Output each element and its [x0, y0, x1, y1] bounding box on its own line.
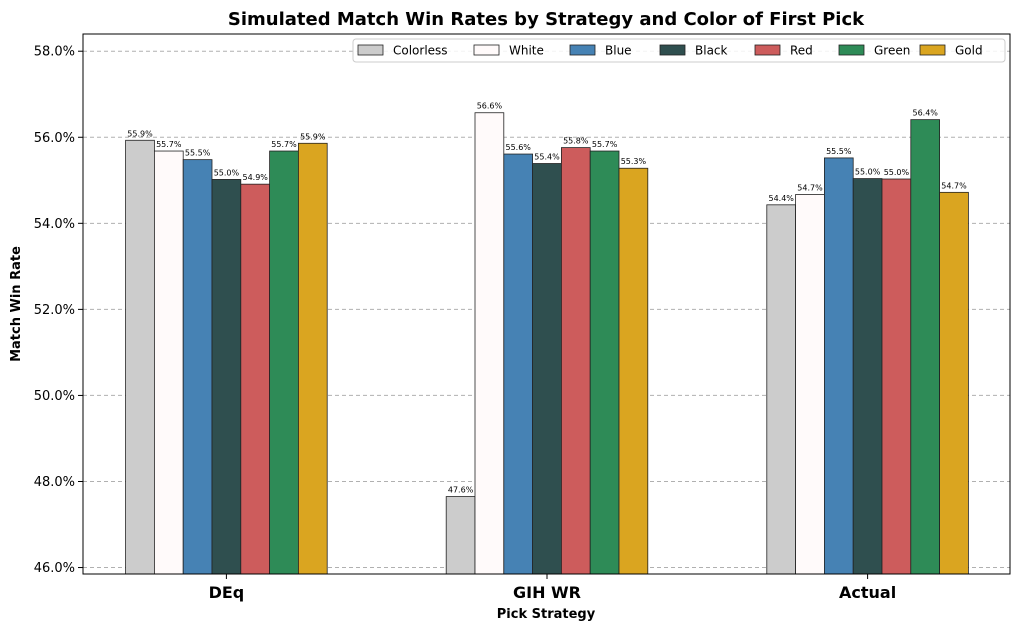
- data-label: 55.7%: [592, 140, 618, 149]
- y-axis-label: Match Win Rate: [9, 246, 24, 362]
- data-label: 55.0%: [214, 168, 240, 177]
- data-label: 56.4%: [912, 109, 938, 118]
- data-label: 55.5%: [185, 149, 211, 158]
- bar: [269, 150, 299, 575]
- legend-swatch: [569, 44, 596, 56]
- legend-label: Black: [695, 44, 728, 58]
- data-label: 55.0%: [884, 168, 910, 177]
- data-label: 55.0%: [855, 168, 881, 177]
- y-tick-label: 54.0%: [34, 217, 75, 232]
- bar: [474, 112, 505, 575]
- legend-swatch: [659, 44, 686, 56]
- x-axis-label: Pick Strategy: [497, 607, 596, 622]
- data-label: 55.9%: [127, 129, 153, 138]
- legend-swatch: [838, 44, 865, 56]
- data-label: 54.4%: [768, 194, 794, 203]
- y-tick-label: 50.0%: [34, 389, 75, 404]
- legend-swatch: [919, 44, 946, 56]
- y-tick-label: 56.0%: [34, 131, 75, 146]
- data-label: 55.6%: [505, 143, 531, 152]
- y-tick-label: 52.0%: [34, 303, 75, 318]
- bar: [910, 119, 940, 575]
- bar: [445, 496, 476, 575]
- x-tick-label: DEq: [209, 583, 245, 602]
- bar: [182, 159, 213, 575]
- data-label: 55.4%: [534, 153, 560, 162]
- data-label: 54.7%: [797, 183, 823, 192]
- bar: [795, 194, 825, 575]
- legend-label: Gold: [955, 44, 983, 58]
- bar: [618, 167, 649, 575]
- bar: [589, 150, 620, 575]
- bar: [125, 139, 155, 575]
- data-label: 56.6%: [477, 102, 503, 111]
- data-label: 47.6%: [448, 486, 474, 495]
- y-tick-label: 58.0%: [34, 45, 75, 60]
- bars-group: 55.9%55.7%55.5%55.0%54.9%55.7%55.9%47.6%…: [125, 102, 969, 575]
- bar: [881, 178, 912, 575]
- x-tick-label: Actual: [839, 583, 896, 602]
- bar: [532, 163, 562, 575]
- legend-label: Green: [874, 44, 910, 58]
- bar: [297, 142, 328, 575]
- data-label: 55.9%: [300, 132, 326, 141]
- bar: [766, 204, 796, 575]
- bar: [211, 179, 242, 575]
- legend: Colorless White Blue Black Red Green Gold: [352, 38, 1006, 63]
- legend-label: Red: [790, 44, 813, 58]
- chart-title: Simulated Match Win Rates by Strategy an…: [228, 9, 865, 30]
- legend-swatch: [357, 44, 384, 56]
- bar: [503, 153, 533, 575]
- bar: [939, 191, 969, 575]
- bar: [852, 178, 883, 575]
- bar: [561, 147, 591, 575]
- data-label: 55.7%: [271, 140, 297, 149]
- data-label: 55.3%: [621, 157, 647, 166]
- legend-label: Colorless: [393, 44, 448, 58]
- bar: [240, 183, 271, 575]
- legend-label: Blue: [605, 44, 632, 58]
- data-label: 55.8%: [563, 137, 589, 146]
- legend-label: White: [509, 44, 544, 58]
- y-axis: 46.0% 48.0% 50.0% 52.0% 54.0% 56.0% 58.0%: [34, 45, 83, 576]
- data-label: 55.5%: [826, 147, 852, 156]
- x-axis: DEq GIH WR Actual: [209, 574, 896, 602]
- data-label: 54.7%: [941, 181, 967, 190]
- y-tick-label: 48.0%: [34, 475, 75, 490]
- bar: [824, 157, 854, 575]
- bar: [153, 150, 184, 575]
- data-label: 55.7%: [156, 140, 182, 149]
- x-tick-label: GIH WR: [513, 583, 581, 602]
- legend-swatch: [754, 44, 781, 56]
- y-tick-label: 46.0%: [34, 561, 75, 576]
- data-label: 54.9%: [242, 173, 268, 182]
- legend-swatch: [473, 44, 500, 56]
